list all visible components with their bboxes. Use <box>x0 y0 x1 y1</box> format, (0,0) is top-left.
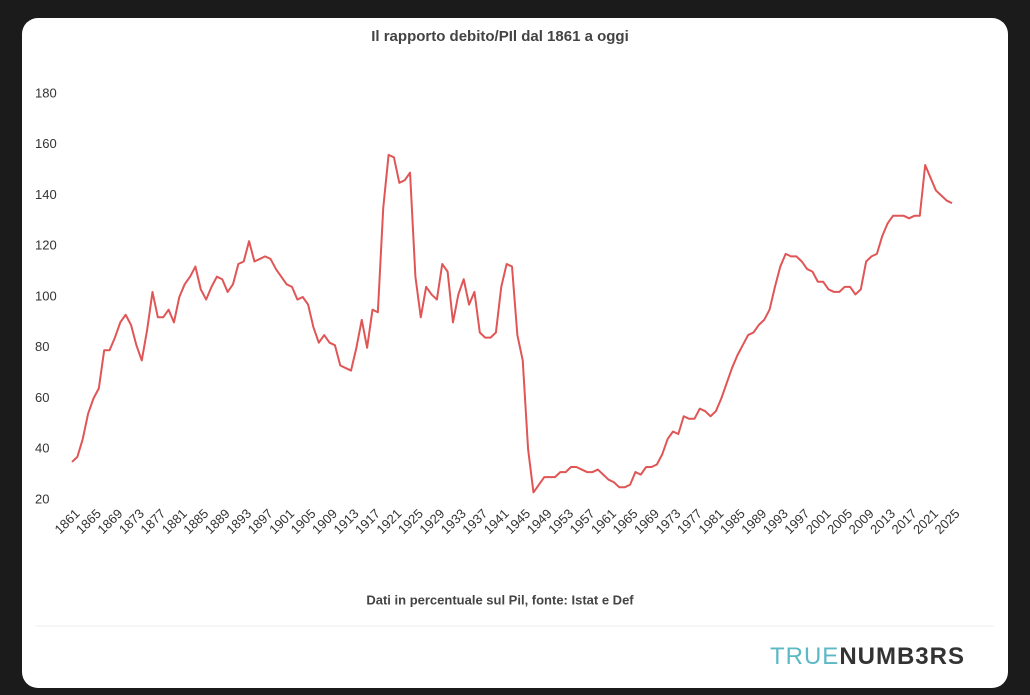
logo-first: TRUE <box>770 643 839 670</box>
y-tick-label: 40 <box>35 441 49 456</box>
y-tick-label: 60 <box>35 390 49 405</box>
chart-title: Il rapporto debito/PIl dal 1861 a oggi <box>371 28 629 45</box>
y-tick-label: 80 <box>35 339 49 354</box>
logo: TRUENUMB3RS <box>770 643 965 670</box>
y-tick-label: 160 <box>35 136 57 151</box>
y-tick-label: 120 <box>35 238 57 253</box>
y-tick-label: 180 <box>35 85 57 100</box>
chart-subtitle: Dati in percentuale sul Pil, fonte: Ista… <box>366 592 634 607</box>
data-line <box>71 153 953 494</box>
y-tick-label: 20 <box>35 491 49 506</box>
y-tick-label: 140 <box>35 187 57 202</box>
logo-second: NUMB3RS <box>839 643 965 670</box>
y-tick-label: 100 <box>35 288 57 303</box>
card <box>22 18 1008 688</box>
